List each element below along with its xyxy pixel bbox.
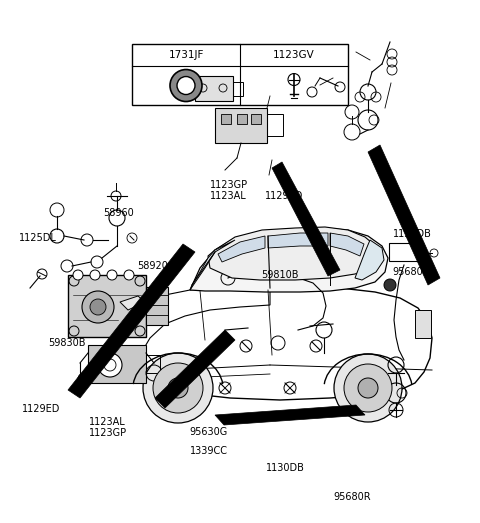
Polygon shape bbox=[120, 296, 145, 310]
Text: 58920: 58920 bbox=[137, 260, 168, 271]
Bar bbox=[215, 108, 267, 143]
Bar bbox=[267, 114, 283, 136]
Polygon shape bbox=[190, 240, 235, 290]
Text: 59810B: 59810B bbox=[262, 269, 299, 280]
Polygon shape bbox=[330, 233, 364, 256]
Text: 1731JF: 1731JF bbox=[168, 50, 204, 61]
Circle shape bbox=[170, 70, 202, 101]
Bar bbox=[221, 114, 231, 124]
Circle shape bbox=[107, 270, 117, 280]
Circle shape bbox=[90, 299, 106, 315]
Bar bbox=[68, 275, 146, 337]
Bar bbox=[415, 310, 431, 338]
Bar bbox=[88, 345, 146, 383]
Text: 1123AL: 1123AL bbox=[210, 191, 247, 201]
Circle shape bbox=[153, 363, 203, 413]
Polygon shape bbox=[155, 330, 235, 408]
Text: 1129ED: 1129ED bbox=[265, 191, 303, 201]
Bar bbox=[233, 82, 243, 96]
Text: 95630G: 95630G bbox=[190, 427, 228, 437]
Circle shape bbox=[90, 270, 100, 280]
Text: 1125DL: 1125DL bbox=[19, 233, 57, 243]
Polygon shape bbox=[215, 405, 365, 425]
Circle shape bbox=[177, 76, 195, 95]
Polygon shape bbox=[208, 227, 380, 280]
Text: 1123AL: 1123AL bbox=[89, 416, 126, 427]
Circle shape bbox=[358, 378, 378, 398]
Polygon shape bbox=[218, 236, 265, 262]
Bar bbox=[132, 44, 348, 105]
Text: 1123GP: 1123GP bbox=[89, 428, 127, 438]
Polygon shape bbox=[108, 287, 432, 400]
Polygon shape bbox=[108, 286, 270, 370]
Bar bbox=[195, 76, 233, 101]
Circle shape bbox=[73, 270, 83, 280]
Text: 1130DB: 1130DB bbox=[393, 229, 432, 240]
Circle shape bbox=[82, 291, 114, 323]
Text: 58960: 58960 bbox=[103, 208, 134, 219]
Polygon shape bbox=[368, 145, 440, 285]
Bar bbox=[146, 287, 168, 325]
Circle shape bbox=[143, 353, 213, 423]
Polygon shape bbox=[268, 233, 328, 248]
Text: 1339CC: 1339CC bbox=[190, 446, 228, 456]
Polygon shape bbox=[272, 162, 340, 276]
Circle shape bbox=[98, 353, 122, 377]
Bar bbox=[146, 355, 160, 373]
Text: 1129ED: 1129ED bbox=[22, 404, 60, 414]
Circle shape bbox=[344, 364, 392, 412]
Text: 95680R: 95680R bbox=[334, 492, 371, 503]
Circle shape bbox=[124, 270, 134, 280]
Circle shape bbox=[384, 279, 396, 291]
Bar bbox=[389, 243, 419, 261]
Text: 95680L: 95680L bbox=[393, 267, 429, 277]
Polygon shape bbox=[355, 240, 384, 280]
Text: 1123GP: 1123GP bbox=[210, 179, 248, 190]
Text: 1123GV: 1123GV bbox=[273, 50, 315, 61]
Polygon shape bbox=[68, 244, 195, 398]
Bar bbox=[237, 114, 247, 124]
Text: 59830B: 59830B bbox=[48, 337, 85, 348]
Circle shape bbox=[334, 354, 402, 422]
Polygon shape bbox=[190, 228, 388, 292]
Circle shape bbox=[168, 378, 188, 398]
Bar bbox=[251, 114, 261, 124]
Text: 1130DB: 1130DB bbox=[266, 463, 305, 473]
